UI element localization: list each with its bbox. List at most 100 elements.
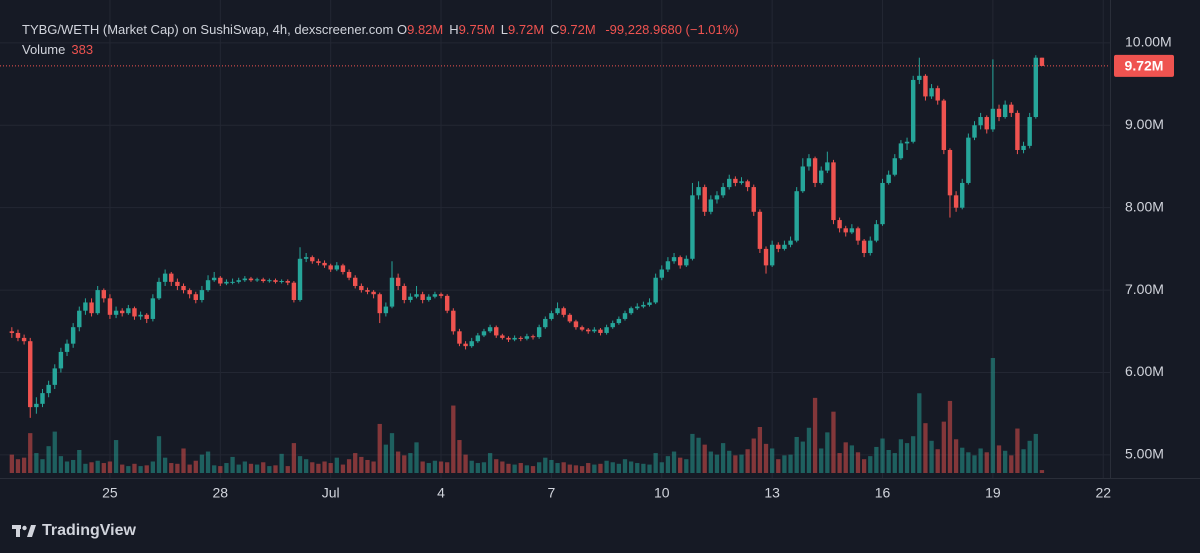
- volume-bar: [310, 462, 315, 473]
- volume-bar: [457, 440, 462, 473]
- volume-bar: [616, 463, 622, 473]
- change: -99,228.9680 (−1.01%): [605, 22, 739, 37]
- volume-bar: [702, 444, 707, 473]
- volume-bar: [1003, 450, 1008, 473]
- candle-body: [714, 195, 720, 200]
- volume-bar: [113, 440, 119, 473]
- candle-body: [727, 178, 732, 188]
- candle-body: [267, 280, 272, 282]
- volume-bar: [52, 431, 57, 473]
- candle-body: [205, 280, 211, 291]
- candle-body: [487, 327, 493, 332]
- candle-body: [910, 79, 916, 142]
- candle-body: [635, 306, 640, 309]
- volume-bar: [248, 463, 254, 473]
- volume-bar: [156, 436, 162, 473]
- candle-body: [389, 277, 395, 307]
- volume-bar: [610, 462, 615, 473]
- volume-bar: [40, 459, 45, 473]
- candle-body: [953, 195, 959, 208]
- volume-bar: [242, 461, 247, 473]
- volume-bar: [622, 459, 628, 473]
- volume-bar: [304, 459, 309, 473]
- candle-body: [285, 281, 290, 283]
- volume-bar: [101, 463, 106, 473]
- candle-body: [395, 277, 401, 286]
- candle-body: [812, 158, 818, 183]
- volume-bar: [279, 453, 284, 473]
- candle-body: [1002, 104, 1008, 118]
- candle-body: [334, 265, 340, 270]
- candle-body: [653, 277, 658, 303]
- volume-bar: [95, 460, 100, 473]
- candle-body: [868, 240, 873, 254]
- candle-body: [303, 257, 309, 259]
- volume-bar: [604, 460, 609, 473]
- candle-body: [340, 265, 346, 272]
- candle-body: [126, 308, 131, 314]
- volume-bar: [21, 457, 27, 473]
- candle-body: [598, 329, 603, 333]
- candle-body: [156, 281, 162, 299]
- candle-body: [763, 248, 769, 266]
- candle-body: [947, 149, 953, 196]
- volume-bar: [28, 433, 33, 473]
- candle-body: [377, 294, 382, 314]
- branding: TradingView: [12, 522, 136, 540]
- y-tick-label: 10.00M: [1125, 34, 1172, 50]
- volume-bar: [592, 464, 597, 473]
- volume-bar: [586, 463, 591, 473]
- candle-body: [935, 88, 940, 101]
- candle-body: [328, 265, 333, 270]
- y-tick-label: 6.00M: [1125, 363, 1164, 379]
- candle-body: [892, 158, 897, 175]
- volume-bar: [316, 463, 321, 473]
- candle-body: [1027, 117, 1032, 146]
- candle-body: [310, 257, 315, 262]
- volume-bar: [537, 462, 542, 473]
- volume-bar: [169, 463, 174, 473]
- volume-bar: [763, 443, 769, 473]
- candle-body: [757, 211, 763, 249]
- volume-bar: [929, 440, 934, 473]
- candle-body: [647, 302, 652, 305]
- candle-body: [83, 302, 88, 311]
- ohlc-value: 9.72M: [559, 22, 596, 37]
- volume-bar: [15, 459, 21, 473]
- volume-bar: [395, 451, 401, 473]
- volume-bar: [334, 457, 339, 473]
- x-tick-label: 13: [764, 485, 780, 501]
- volume-bar: [34, 453, 39, 473]
- volume-bar: [322, 461, 327, 473]
- volume-bar: [236, 464, 241, 473]
- candle-body: [733, 178, 738, 183]
- candle-body: [825, 162, 830, 171]
- candle-body: [592, 329, 597, 332]
- candle-body: [352, 277, 358, 286]
- volume-bar: [947, 400, 953, 473]
- candle-body: [58, 351, 64, 369]
- candle-body: [818, 170, 824, 183]
- volume-bar: [463, 454, 468, 473]
- candle-body: [21, 337, 27, 342]
- volume-bar: [1039, 470, 1045, 473]
- volume-bar: [714, 454, 720, 473]
- x-tick-label: 16: [875, 485, 891, 501]
- volume-bar: [812, 397, 818, 473]
- candle-body: [677, 257, 683, 266]
- candle-body: [444, 295, 450, 311]
- volume-bar: [886, 450, 891, 473]
- candle-body: [144, 314, 149, 319]
- candle-body: [138, 314, 143, 317]
- candle-body: [175, 281, 180, 286]
- volume-bar: [874, 446, 879, 473]
- candle-body: [211, 277, 217, 281]
- volume-bar: [162, 457, 168, 473]
- volume-bar: [696, 437, 701, 473]
- candle-body: [549, 313, 554, 319]
- candle-body: [536, 327, 542, 338]
- volume-bar: [831, 411, 836, 473]
- candle-body: [720, 187, 726, 196]
- candle-body: [702, 187, 707, 212]
